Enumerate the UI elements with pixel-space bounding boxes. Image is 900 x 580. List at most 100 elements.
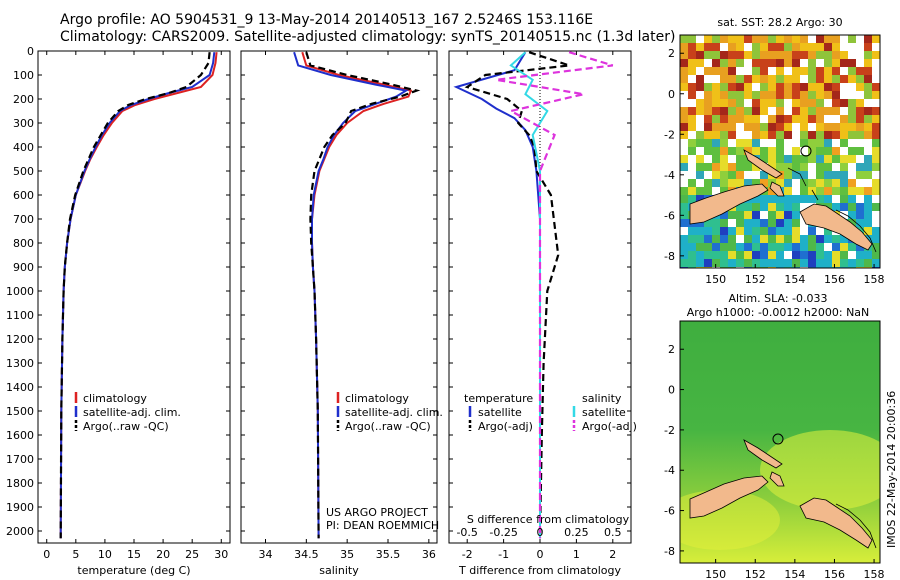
sst-cell (800, 235, 808, 243)
sst-cell (864, 187, 872, 195)
sst-cell (768, 235, 776, 243)
sst-cell (792, 99, 800, 107)
sst-cell (752, 235, 760, 243)
sst-cell (680, 235, 688, 243)
map-y-tick-label: 2 (668, 343, 675, 356)
sst-cell (800, 171, 808, 179)
sst-cell (752, 211, 760, 219)
sst-cell (864, 171, 872, 179)
sst-cell (872, 227, 880, 235)
sst-cell (728, 115, 736, 123)
sst-cell (784, 83, 792, 91)
sst-cell (688, 59, 696, 67)
sst-cell (752, 219, 760, 227)
sst-cell (760, 75, 768, 83)
sst-cell (792, 243, 800, 251)
sst-cell (752, 123, 760, 131)
sst-cell (728, 91, 736, 99)
argo-position-marker (772, 433, 784, 445)
series-line-argo-raw-qc- (305, 51, 421, 539)
x-tick-label: -1 (498, 548, 509, 561)
sst-cell (680, 115, 688, 123)
sst-cell (864, 115, 872, 123)
sst-cell (776, 147, 784, 155)
sst-cell (696, 243, 704, 251)
legend-argo-label: Argo(..raw -QC) (345, 420, 431, 433)
sst-cell (720, 219, 728, 227)
sst-cell (760, 107, 768, 115)
sst-cell (744, 227, 752, 235)
sst-cell (792, 195, 800, 203)
map-y-tick-label: -8 (664, 545, 675, 558)
sst-cell (696, 251, 704, 259)
y-tick-label: 600 (13, 189, 34, 202)
sst-cell (752, 147, 760, 155)
sst-cell (832, 123, 840, 131)
y-tick-label: 1800 (6, 477, 34, 490)
sst-cell (832, 155, 840, 163)
sst-cell (816, 147, 824, 155)
sst-cell (680, 155, 688, 163)
x-tick-label: 34.5 (294, 548, 319, 561)
sst-cell (840, 139, 848, 147)
sst-cell (768, 35, 776, 43)
sst-cell (808, 187, 816, 195)
sst-cell (800, 51, 808, 59)
sst-cell (744, 163, 752, 171)
sst-cell (704, 51, 712, 59)
sst-cell (744, 115, 752, 123)
sst-cell (832, 67, 840, 75)
sst-cell (728, 67, 736, 75)
sst-cell (832, 51, 840, 59)
sst-cell (824, 83, 832, 91)
plot-frame (37, 50, 231, 544)
sst-cell (688, 139, 696, 147)
sst-cell (864, 83, 872, 91)
sst-cell (832, 99, 840, 107)
sst-cell (704, 131, 712, 139)
sst-cell (704, 83, 712, 91)
sst-cell (712, 51, 720, 59)
legend-temperature-heading: temperature (464, 392, 533, 405)
sst-cell (704, 35, 712, 43)
sst-cell (752, 67, 760, 75)
sst-cell (720, 123, 728, 131)
sst-cell (808, 155, 816, 163)
sst-cell (864, 251, 872, 259)
sst-cell (840, 99, 848, 107)
sst-cell (816, 139, 824, 147)
sst-cell (784, 171, 792, 179)
sst-cell (704, 147, 712, 155)
map-y-tick-label: -2 (664, 424, 675, 437)
sst-cell (680, 75, 688, 83)
sst-cell (832, 91, 840, 99)
sst-cell (704, 259, 712, 267)
sst-cell (792, 227, 800, 235)
sst-cell (840, 179, 848, 187)
sst-cell (808, 251, 816, 259)
sst-cell (680, 43, 688, 51)
sst-cell (864, 67, 872, 75)
legend-climatology-label: climatology (83, 392, 147, 405)
map-y-tick-label: -2 (664, 128, 675, 141)
sst-cell (760, 147, 768, 155)
sst-cell (848, 203, 856, 211)
sst-cell (856, 171, 864, 179)
y-tick-label: 500 (13, 165, 34, 178)
sst-cell (776, 59, 784, 67)
sst-cell (856, 203, 864, 211)
sst-cell (744, 147, 752, 155)
sst-cell (696, 75, 704, 83)
sst-cell (736, 219, 744, 227)
sst-cell (808, 179, 816, 187)
series-line-salinity-satellite (509, 51, 549, 539)
sst-cell (688, 187, 696, 195)
sst-cell (744, 139, 752, 147)
sst-cell (848, 243, 856, 251)
sst-cell (720, 131, 728, 139)
sst-cell (776, 123, 784, 131)
sst-cell (872, 251, 880, 259)
sst-cell (720, 59, 728, 67)
sst-cell (784, 187, 792, 195)
sst-cell (728, 83, 736, 91)
